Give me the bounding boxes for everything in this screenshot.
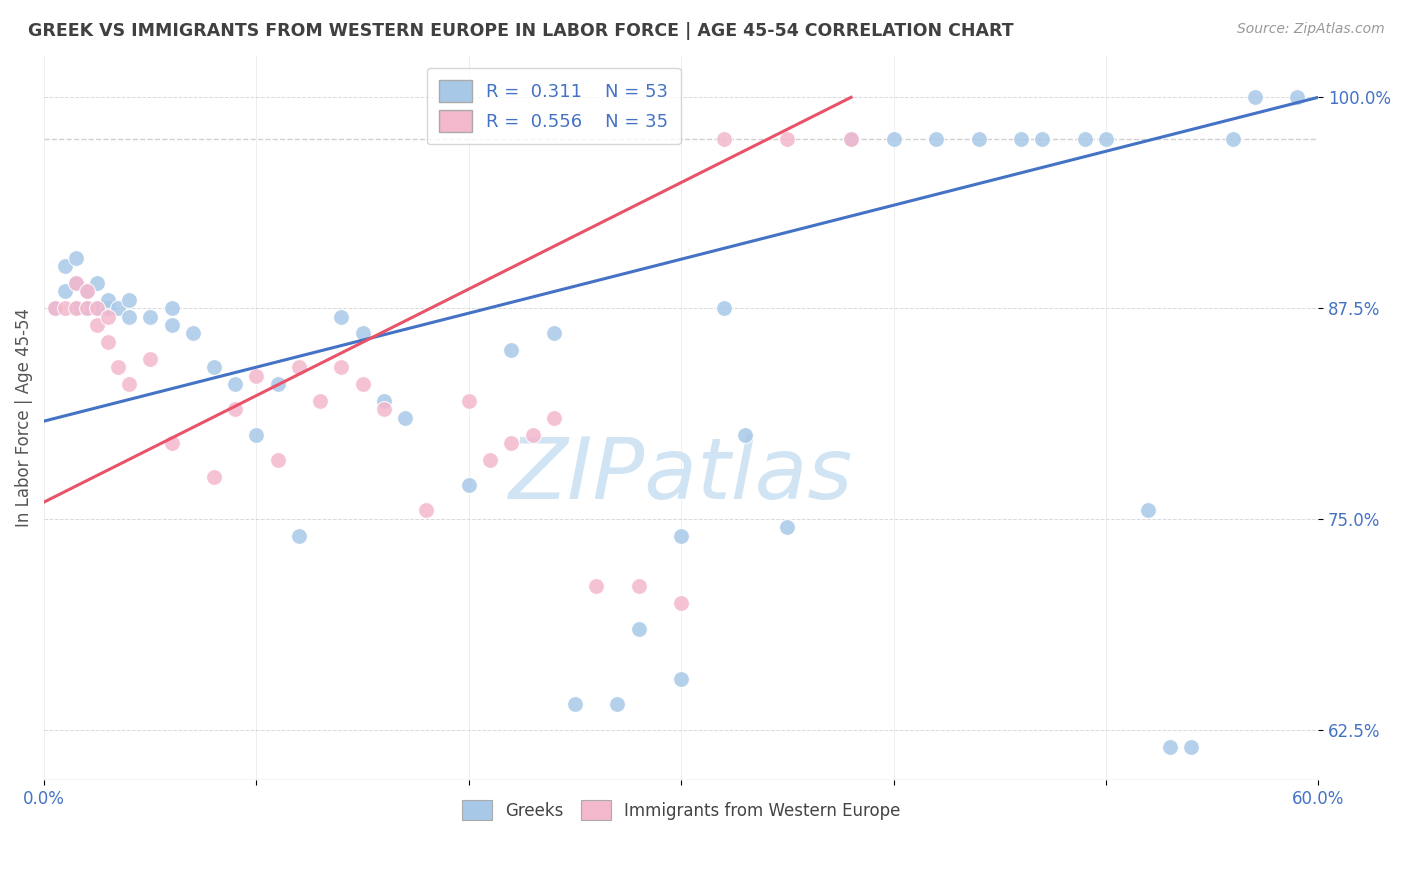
Y-axis label: In Labor Force | Age 45-54: In Labor Force | Age 45-54 [15,309,32,527]
Point [967,132,990,146]
Point [107,301,129,315]
Point [160,436,183,450]
Point [1095,132,1118,146]
Point [267,376,290,391]
Point [330,360,353,375]
Point [160,318,183,332]
Point [288,529,311,543]
Point [160,301,183,315]
Point [543,326,565,341]
Point [202,469,225,483]
Point [564,698,586,712]
Point [224,402,246,417]
Point [776,132,799,146]
Point [1222,132,1244,146]
Point [457,478,479,492]
Point [839,132,862,146]
Point [53,285,76,299]
Point [606,698,628,712]
Point [501,343,523,358]
Point [501,436,523,450]
Point [1159,739,1181,754]
Point [1073,132,1095,146]
Point [86,301,108,315]
Point [1031,132,1053,146]
Point [669,596,692,610]
Point [713,132,735,146]
Point [479,453,502,467]
Point [76,285,98,299]
Point [1286,90,1309,104]
Point [373,402,395,417]
Point [352,326,374,341]
Point [522,427,544,442]
Point [139,310,162,324]
Point [713,301,735,315]
Point [86,276,108,290]
Point [543,410,565,425]
Point [330,310,353,324]
Point [1137,503,1160,517]
Point [118,310,141,324]
Point [118,293,141,307]
Point [352,376,374,391]
Text: GREEK VS IMMIGRANTS FROM WESTERN EUROPE IN LABOR FORCE | AGE 45-54 CORRELATION C: GREEK VS IMMIGRANTS FROM WESTERN EUROPE … [28,22,1014,40]
Point [139,351,162,366]
Point [107,360,129,375]
Point [309,393,332,408]
Point [65,301,87,315]
Text: ZIPatlas: ZIPatlas [509,434,853,517]
Point [97,301,120,315]
Point [97,310,120,324]
Point [925,132,948,146]
Point [734,427,756,442]
Point [839,132,862,146]
Point [44,301,66,315]
Point [415,503,437,517]
Legend: Greeks, Immigrants from Western Europe: Greeks, Immigrants from Western Europe [456,794,907,826]
Point [267,453,290,467]
Point [44,301,66,315]
Point [1243,90,1265,104]
Point [76,301,98,315]
Point [224,376,246,391]
Point [245,427,267,442]
Point [883,132,905,146]
Point [118,376,141,391]
Point [86,318,108,332]
Point [65,251,87,265]
Point [288,360,311,375]
Point [394,410,416,425]
Point [669,672,692,686]
Point [1180,739,1202,754]
Text: Source: ZipAtlas.com: Source: ZipAtlas.com [1237,22,1385,37]
Point [373,393,395,408]
Point [97,293,120,307]
Point [86,301,108,315]
Point [181,326,204,341]
Point [76,285,98,299]
Point [53,301,76,315]
Point [76,301,98,315]
Point [669,529,692,543]
Point [65,276,87,290]
Point [1010,132,1032,146]
Point [627,622,650,636]
Point [202,360,225,375]
Point [97,334,120,349]
Point [457,393,479,408]
Point [65,301,87,315]
Point [776,520,799,534]
Point [65,276,87,290]
Point [585,579,607,593]
Point [627,579,650,593]
Point [53,259,76,273]
Point [245,368,267,383]
